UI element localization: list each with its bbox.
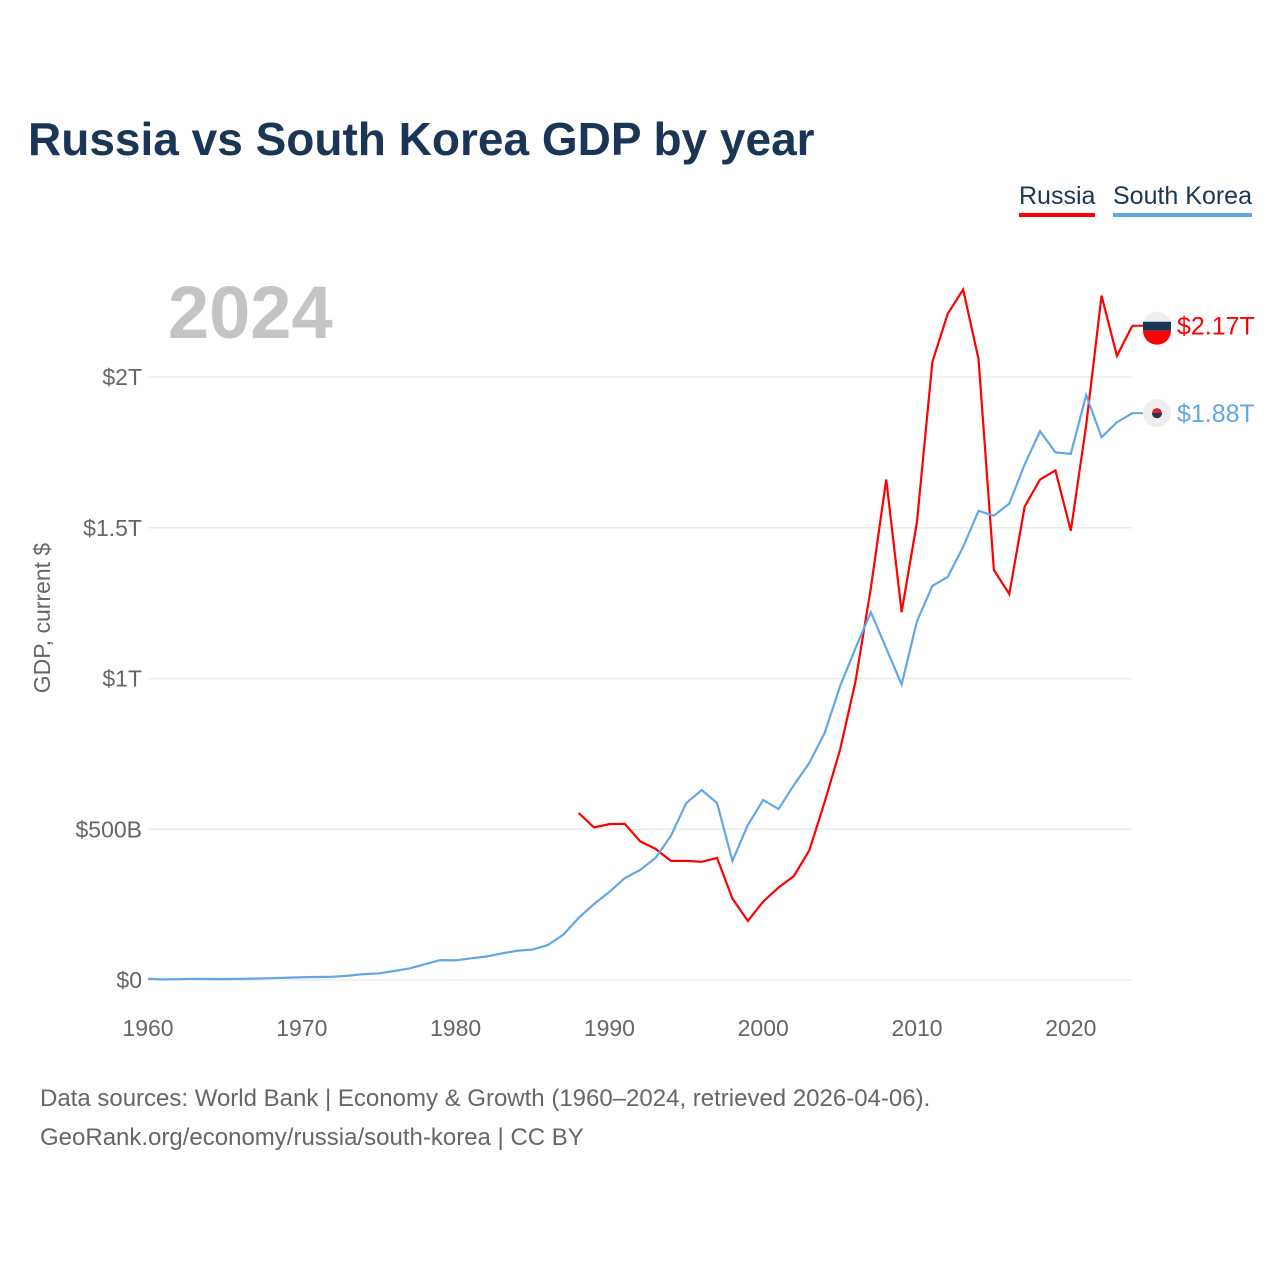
x-tick-label: 2020 (1045, 1015, 1096, 1041)
x-tick-label: 2000 (738, 1015, 789, 1041)
x-tick-label: 1970 (276, 1015, 327, 1041)
x-tick-label: 1980 (430, 1015, 481, 1041)
x-tick-label: 1960 (122, 1015, 173, 1041)
y-tick-label: $1.5T (83, 515, 142, 541)
y-axis-label: GDP, current $ (29, 543, 55, 694)
y-tick-label: $500B (75, 816, 142, 842)
y-tick-label: $0 (116, 967, 142, 993)
year-watermark: 2024 (168, 271, 333, 354)
flag-stripe (1143, 330, 1171, 345)
flag-stripe (1143, 321, 1171, 331)
end-value-label: $2.17T (1177, 313, 1255, 341)
y-tick-label: $2T (102, 364, 142, 390)
flag-taegeuk (1152, 413, 1162, 419)
source-link[interactable]: GeoRank.org/economy/russia/south-korea |… (40, 1124, 584, 1151)
legend-russia[interactable]: Russia (1019, 182, 1096, 217)
end-value-label: $1.88T (1177, 400, 1255, 428)
y-tick-label: $1T (102, 666, 142, 692)
legend-south-korea[interactable]: South Korea (1113, 182, 1252, 217)
series-line-russia (577, 286, 1134, 923)
chart-title: Russia vs South Korea GDP by year (28, 113, 815, 165)
series-line-south-korea (147, 391, 1133, 981)
x-tick-label: 2010 (891, 1015, 942, 1041)
x-tick-label: 1990 (584, 1015, 635, 1041)
source-line: Data sources: World Bank | Economy & Gro… (40, 1085, 931, 1112)
